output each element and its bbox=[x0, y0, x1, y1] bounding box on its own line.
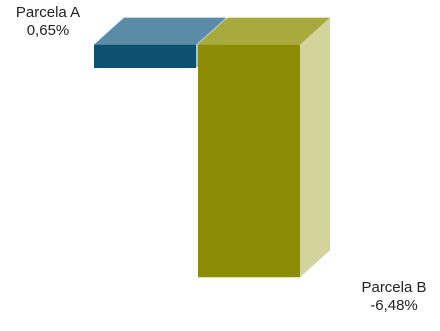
bar-front-parcela-b bbox=[198, 44, 300, 278]
bar-top-parcela-a bbox=[94, 17, 226, 45]
value-label-parcela-b: -6,48% bbox=[370, 297, 418, 314]
category-label-parcela-b: Parcela B bbox=[361, 279, 427, 296]
bar-top-parcela-b bbox=[198, 17, 330, 45]
data-label-parcela-a: Parcela A 0,65% bbox=[0, 4, 96, 40]
bar-side-parcela-b bbox=[300, 17, 330, 278]
bar-front-parcela-a bbox=[94, 44, 196, 68]
value-label-parcela-a: 0,65% bbox=[26, 22, 70, 39]
category-label-parcela-a: Parcela A bbox=[15, 4, 81, 21]
data-label-parcela-b: Parcela B -6,48% bbox=[348, 279, 440, 315]
bars-group bbox=[94, 17, 330, 278]
